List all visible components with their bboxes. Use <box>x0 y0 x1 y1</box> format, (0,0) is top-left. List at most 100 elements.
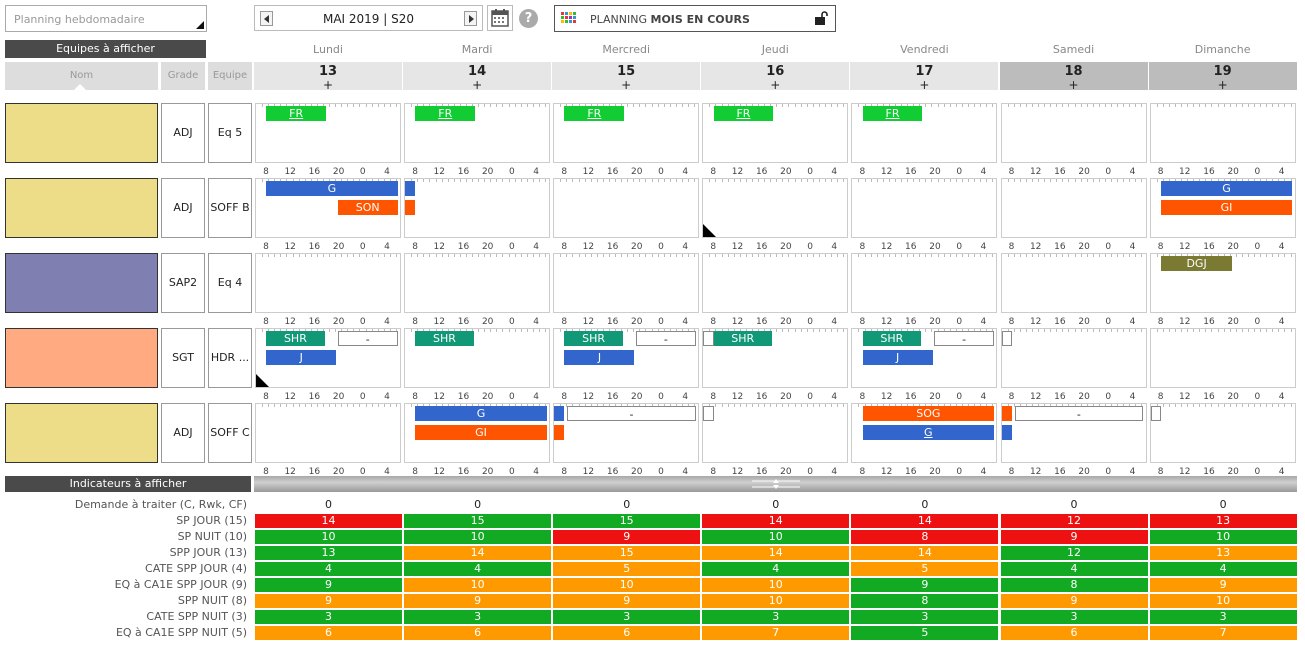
day-cell[interactable] <box>851 253 998 313</box>
indicator-value[interactable]: 4 <box>702 562 850 576</box>
indicator-value[interactable]: 14 <box>404 546 552 560</box>
day-cell[interactable] <box>404 253 551 313</box>
shift-bar[interactable]: SHR <box>266 331 325 346</box>
indicator-value[interactable]: 9 <box>255 594 402 608</box>
day-cell[interactable] <box>1000 328 1147 388</box>
indicator-value[interactable]: 4 <box>255 562 402 576</box>
day-cell[interactable]: FR <box>702 103 849 163</box>
day-cell[interactable] <box>1000 253 1147 313</box>
indicator-value[interactable]: 9 <box>553 530 701 544</box>
day-cell[interactable]: FR <box>553 103 700 163</box>
day-cell[interactable]: - <box>1000 403 1147 463</box>
indicator-value[interactable]: 3 <box>851 610 999 624</box>
next-week-button[interactable] <box>464 11 477 26</box>
planning-month-button[interactable]: PLANNING MOIS EN COURS <box>554 5 836 32</box>
indicator-value[interactable]: 0 <box>772 498 780 511</box>
panel-resizer[interactable] <box>254 476 1297 492</box>
indicator-value[interactable]: 10 <box>702 594 850 608</box>
day-cell[interactable] <box>1000 178 1147 238</box>
indicator-value[interactable]: 15 <box>553 514 701 528</box>
indicator-value[interactable]: 14 <box>702 546 850 560</box>
shift-bar[interactable]: SHR <box>713 331 772 346</box>
indicator-value[interactable]: 0 <box>623 498 631 511</box>
day-header-3[interactable]: 16 + <box>701 62 850 92</box>
column-grade-header[interactable]: Grade <box>161 62 205 90</box>
shift-bar[interactable]: FR <box>564 106 625 121</box>
indicators-header[interactable]: Indicateurs à afficher <box>5 476 251 492</box>
comment-corner-icon[interactable] <box>256 374 269 387</box>
indicator-value[interactable]: 14 <box>255 514 402 528</box>
indicator-value[interactable]: 10 <box>702 578 850 592</box>
shift-bar[interactable]: - <box>567 406 696 421</box>
indicator-value[interactable]: 6 <box>255 626 402 640</box>
shift-bar[interactable]: SOG <box>862 406 994 421</box>
day-header-4[interactable]: 17 + <box>850 62 999 92</box>
day-cell[interactable] <box>404 178 551 238</box>
indicator-value[interactable]: 15 <box>404 514 552 528</box>
day-cell[interactable] <box>255 253 401 313</box>
indicator-value[interactable]: 0 <box>921 498 929 511</box>
day-cell[interactable]: G GI <box>1149 178 1296 238</box>
day-cell[interactable]: DGJ <box>1149 253 1296 313</box>
indicator-value[interactable]: 10 <box>702 530 850 544</box>
add-day-button[interactable]: + <box>322 78 334 92</box>
resize-handle-icon[interactable] <box>752 479 800 489</box>
previous-week-button[interactable] <box>260 11 273 26</box>
day-cell[interactable] <box>702 178 849 238</box>
day-cell[interactable] <box>553 253 700 313</box>
indicator-value[interactable]: 14 <box>702 514 850 528</box>
day-cell[interactable] <box>553 178 700 238</box>
shift-bar[interactable] <box>703 406 714 421</box>
add-day-button[interactable]: + <box>919 78 930 92</box>
add-day-button[interactable]: + <box>621 78 632 92</box>
shift-bar[interactable]: SHR <box>415 331 474 346</box>
add-day-button[interactable]: + <box>472 78 483 92</box>
indicator-value[interactable]: 10 <box>255 530 402 544</box>
help-icon[interactable]: ? <box>519 9 538 28</box>
indicator-value[interactable]: 13 <box>1149 546 1297 560</box>
indicator-value[interactable]: 4 <box>1149 562 1297 576</box>
day-cell[interactable] <box>255 403 401 463</box>
teams-header[interactable]: Equipes à afficher <box>5 40 206 58</box>
indicator-value[interactable]: 3 <box>553 610 701 624</box>
add-day-button[interactable]: + <box>770 78 781 92</box>
shift-bar[interactable] <box>1001 425 1012 440</box>
day-cell[interactable]: SHR <box>702 328 849 388</box>
day-cell[interactable]: SOG G <box>851 403 998 463</box>
add-day-button[interactable]: + <box>1217 78 1228 92</box>
day-header-0[interactable]: 13 + <box>254 62 402 92</box>
shift-bar[interactable] <box>1001 331 1012 346</box>
indicator-value[interactable]: 9 <box>1149 578 1297 592</box>
day-header-5[interactable]: 18 + <box>999 62 1148 91</box>
day-cell[interactable]: FR <box>851 103 998 163</box>
indicator-value[interactable]: 8 <box>851 530 999 544</box>
indicator-value[interactable]: 4 <box>1000 562 1148 576</box>
shift-bar[interactable]: DGJ <box>1160 256 1233 271</box>
shift-bar[interactable]: G <box>415 406 547 421</box>
shift-bar[interactable]: FR <box>713 106 774 121</box>
indicator-value[interactable]: 12 <box>1000 514 1148 528</box>
day-cell[interactable] <box>702 253 849 313</box>
indicator-value[interactable]: 4 <box>404 562 552 576</box>
shift-bar[interactable]: - <box>635 331 696 346</box>
day-cell[interactable] <box>1149 103 1296 163</box>
shift-bar[interactable] <box>1001 406 1012 421</box>
indicator-value[interactable]: 0 <box>325 498 332 511</box>
shift-bar[interactable]: J <box>266 350 337 365</box>
shift-bar[interactable] <box>554 406 565 421</box>
indicator-value[interactable]: 7 <box>702 626 850 640</box>
indicator-value[interactable]: 5 <box>553 562 701 576</box>
indicator-value[interactable]: 6 <box>553 626 701 640</box>
day-cell[interactable]: FR <box>404 103 551 163</box>
day-cell[interactable] <box>1149 328 1296 388</box>
indicator-value[interactable]: 8 <box>1000 578 1148 592</box>
day-header-6[interactable]: 19 + <box>1148 62 1297 92</box>
person-name-cell[interactable] <box>5 328 158 388</box>
indicator-value[interactable]: 14 <box>851 514 999 528</box>
shift-bar[interactable]: - <box>337 331 398 346</box>
shift-bar[interactable] <box>703 331 714 346</box>
day-cell[interactable]: FR <box>255 103 401 163</box>
indicator-value[interactable]: 12 <box>1000 546 1148 560</box>
shift-bar[interactable]: SHR <box>564 331 623 346</box>
shift-bar[interactable]: SON <box>337 200 398 215</box>
